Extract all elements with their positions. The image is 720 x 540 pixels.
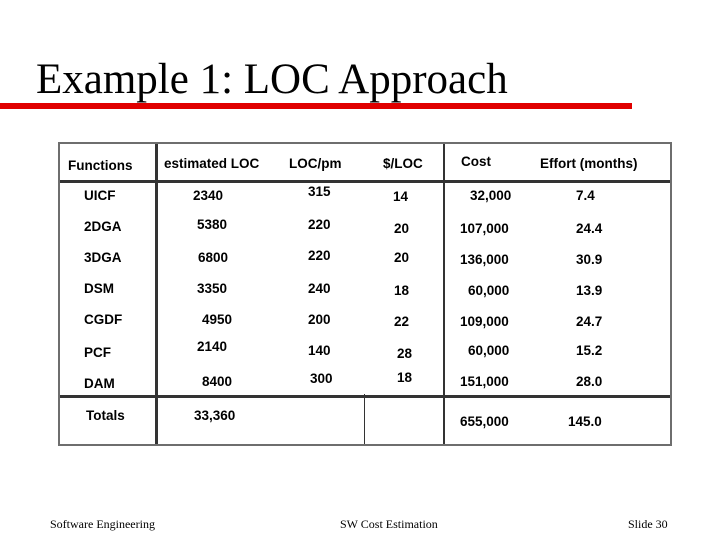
effort-value: 24.4	[576, 221, 603, 236]
function-name: DSM	[84, 281, 114, 296]
loc-per-pm-value: 220	[308, 217, 331, 232]
header-cost: Cost	[461, 154, 491, 169]
table-divider	[443, 144, 445, 444]
table-divider	[364, 394, 365, 444]
loc-per-pm-value: 315	[308, 184, 331, 199]
effort-value: 7.4	[576, 188, 595, 203]
estimated-loc-value: 4950	[202, 312, 233, 327]
function-name: DAM	[84, 376, 115, 391]
dollar-per-loc-value: 20	[394, 221, 410, 236]
total-effort: 145.0	[568, 414, 602, 429]
loc-per-pm-value: 240	[308, 281, 331, 296]
function-name: PCF	[84, 345, 111, 360]
cost-value: 136,000	[460, 252, 509, 267]
dollar-per-loc-value: 28	[397, 346, 413, 361]
estimated-loc-value: 3350	[197, 281, 228, 296]
dollar-per-loc-value: 18	[397, 370, 413, 385]
total-estimated-loc: 33,360	[194, 408, 236, 423]
estimated-loc-value: 2140	[197, 339, 228, 354]
estimated-loc-value: 6800	[198, 250, 229, 265]
footer-course: Software Engineering	[50, 517, 155, 531]
effort-value: 15.2	[576, 343, 603, 358]
totals-label: Totals	[86, 408, 125, 423]
cost-value: 32,000	[470, 188, 512, 203]
loc-per-pm-value: 300	[310, 371, 333, 386]
header-estimated-loc: estimated LOC	[164, 156, 260, 171]
dollar-per-loc-value: 14	[393, 189, 409, 204]
cost-value: 60,000	[468, 283, 510, 298]
cost-value: 109,000	[460, 314, 509, 329]
cost-value: 151,000	[460, 374, 509, 389]
footer-slide-number: Slide 30	[628, 517, 668, 531]
effort-value: 30.9	[576, 252, 603, 267]
dollar-per-loc-value: 18	[394, 283, 410, 298]
function-name: UICF	[84, 188, 116, 203]
footer-topic: SW Cost Estimation	[340, 517, 438, 531]
table-divider	[60, 395, 670, 398]
cost-value: 60,000	[468, 343, 510, 358]
effort-value: 28.0	[576, 374, 603, 389]
header-dollar-per-loc: $/LOC	[383, 156, 423, 171]
slide-title: Example 1: LOC Approach	[36, 56, 508, 103]
dollar-per-loc-value: 20	[394, 250, 410, 265]
estimated-loc-value: 2340	[193, 188, 224, 203]
total-cost: 655,000	[460, 414, 509, 429]
header-effort-months: Effort (months)	[540, 156, 638, 171]
estimated-loc-value: 8400	[202, 374, 233, 389]
loc-per-pm-value: 200	[308, 312, 331, 327]
cost-value: 107,000	[460, 221, 509, 236]
table-divider	[155, 144, 158, 444]
estimated-loc-value: 5380	[197, 217, 228, 232]
function-name: 3DGA	[84, 250, 122, 265]
function-name: 2DGA	[84, 219, 122, 234]
loc-per-pm-value: 220	[308, 248, 331, 263]
table-divider	[60, 180, 670, 183]
function-name: CGDF	[84, 312, 123, 327]
header-loc-per-pm: LOC/pm	[289, 156, 342, 171]
loc-per-pm-value: 140	[308, 343, 331, 358]
dollar-per-loc-value: 22	[394, 314, 410, 329]
header-functions: Functions	[68, 158, 133, 173]
loc-estimate-table: Functions estimated LOC LOC/pm $/LOC Cos…	[58, 142, 672, 446]
effort-value: 13.9	[576, 283, 603, 298]
title-underline	[0, 103, 632, 109]
effort-value: 24.7	[576, 314, 603, 329]
